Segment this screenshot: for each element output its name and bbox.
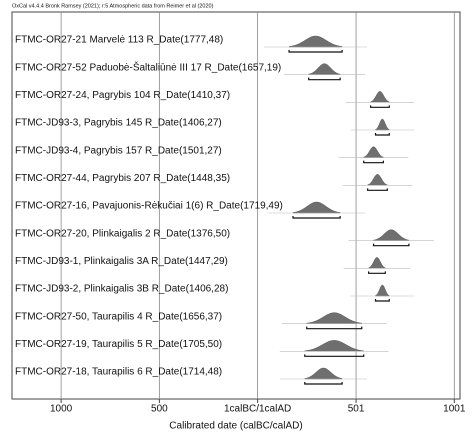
row-label: FTMC-JD93-2, Plinkaigalis 3B R_Date(1406…	[15, 284, 228, 295]
row-label: FTMC-OR27-20, Plinkaigalis 2 R_Date(1376…	[15, 228, 230, 239]
distribution	[373, 229, 410, 241]
range-bracket	[374, 133, 390, 136]
range-bracket	[306, 326, 363, 330]
row-label: FTMC-JD93-4, Pagrybis 157 R_Date(1501,27…	[15, 145, 222, 156]
row-label: FTMC-OR27-19, Taurapilis 5 R_Date(1705,5…	[15, 339, 222, 350]
range-bracket	[304, 382, 343, 385]
range-bracket	[304, 354, 365, 357]
row-label: FTMC-JD93-3, Pagrybis 145 R_Date(1406,27…	[15, 118, 222, 129]
distribution	[308, 63, 341, 75]
x-tick-label: 1001	[443, 404, 466, 415]
row-label: FTMC-OR27-18, Taurapilis 6 R_Date(1714,4…	[15, 367, 222, 378]
plot-frame	[11, 11, 461, 400]
x-tick-label: 501	[348, 404, 365, 415]
range-bracket	[308, 77, 341, 81]
row-label: FTMC-OR27-21 Marvelė 113 R_Date(1777,48)	[15, 35, 223, 46]
distribution	[292, 201, 341, 214]
x-tick-label: 1000	[50, 404, 73, 415]
distribution	[304, 367, 343, 380]
distribution	[288, 35, 343, 48]
distribution	[367, 174, 388, 186]
distribution	[363, 146, 384, 158]
x-axis-label: Calibrated date (calBC/calAD)	[169, 421, 302, 432]
range-bracket	[368, 271, 386, 274]
range-bracket	[372, 243, 410, 247]
distribution	[375, 118, 390, 131]
row-label: FTMC-JD93-1, Plinkaigalis 3A R_Date(1447…	[15, 256, 228, 267]
range-bracket	[288, 50, 343, 53]
row-label: FTMC-OR27-52 Paduobė-Šaltaliūnė III 17 R…	[15, 60, 281, 73]
row-label: FTMC-OR27-44, Pagrybis 207 R_Date(1448,3…	[15, 173, 230, 184]
x-tick-label: 1calBC/1calAD	[224, 404, 291, 415]
row-label: FTMC-OR27-50, Taurapilis 4 R_Date(1656,3…	[15, 311, 222, 322]
range-bracket	[367, 188, 388, 191]
distribution	[375, 284, 390, 297]
distribution	[368, 257, 386, 269]
range-bracket	[363, 160, 384, 164]
row-label: FTMC-OR27-16, Pavajuonis-Rėkučiai 1(6) R…	[15, 201, 283, 212]
chart-title: OxCal v4.4.4 Bronk Ramsey (2021); r:5 At…	[12, 3, 214, 9]
distribution	[370, 91, 390, 103]
distribution	[304, 340, 364, 352]
x-tick-label: 500	[151, 404, 168, 415]
distribution	[306, 312, 363, 324]
range-bracket	[369, 105, 390, 108]
row-label: FTMC-OR27-24, Pagrybis 104 R_Date(1410,3…	[15, 90, 230, 101]
range-bracket	[292, 216, 341, 219]
range-bracket	[374, 299, 390, 302]
